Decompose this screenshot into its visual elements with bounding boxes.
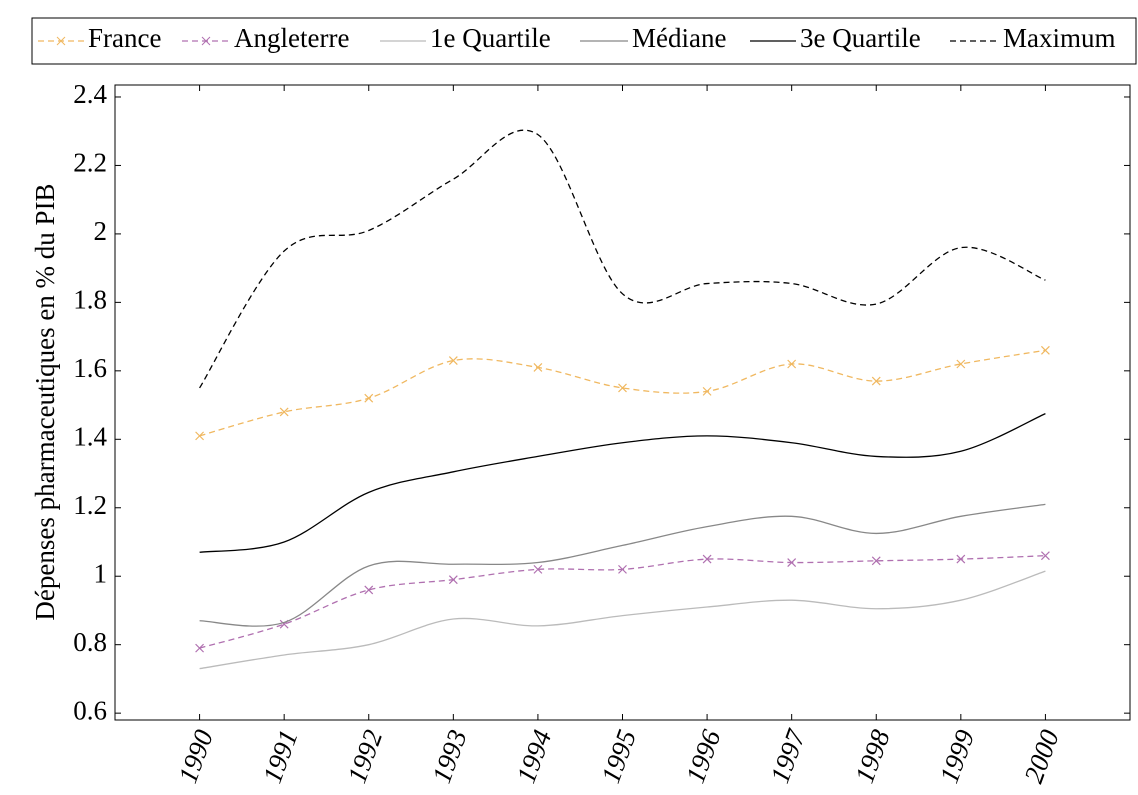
legend-label: Médiane [632, 23, 726, 53]
series-marker [618, 383, 627, 393]
x-tick-label: 2000 [1018, 725, 1065, 786]
y-tick-label: 2.2 [73, 148, 107, 178]
series-marker [618, 564, 627, 574]
series-marker [702, 554, 712, 564]
series-marker [787, 359, 797, 369]
x-tick-label: 1994 [511, 726, 558, 787]
series-line [199, 349, 1046, 437]
y-tick-label: 0.6 [73, 695, 107, 725]
y-tick-label: 1.8 [73, 285, 107, 315]
series-marker [956, 359, 966, 369]
legend-label: Angleterre [234, 23, 349, 53]
series-marker [364, 585, 374, 595]
legend-box [31, 17, 1137, 65]
legend-label: 1e Quartile [430, 23, 551, 53]
y-tick-label: 1.2 [73, 490, 107, 520]
series-marker [533, 564, 543, 574]
y-tick-label: 1.4 [73, 422, 107, 452]
x-tick-label: 1995 [595, 726, 642, 787]
x-tick-label: 1991 [257, 726, 304, 787]
series-marker [787, 558, 797, 567]
y-tick-label: 2 [94, 216, 108, 246]
legend-marker [201, 36, 211, 46]
legend-label: France [88, 23, 161, 53]
series-marker [364, 393, 374, 403]
series-line [199, 129, 1046, 389]
y-axis-label: Dépenses pharmaceutiques en % du PIB [30, 183, 60, 620]
x-tick-label: 1996 [680, 725, 727, 786]
series-marker [448, 575, 458, 585]
x-tick-label: 1992 [342, 726, 389, 787]
series-line [199, 570, 1046, 670]
series-marker [702, 386, 712, 396]
series-marker [279, 407, 289, 417]
plot-frame [114, 84, 1131, 721]
y-tick-label: 1.6 [73, 353, 107, 383]
y-tick-label: 1 [94, 558, 108, 588]
series-line [199, 413, 1046, 553]
series-line [199, 503, 1046, 627]
legend-label: 3e Quartile [800, 23, 921, 53]
series-marker [533, 362, 543, 372]
y-tick-label: 0.8 [73, 627, 107, 657]
legend-marker [56, 36, 66, 46]
series-marker [195, 431, 205, 441]
series-marker [871, 376, 881, 386]
series-marker [1040, 551, 1050, 561]
series-marker [1040, 345, 1050, 355]
x-tick-label: 1990 [172, 725, 219, 786]
series-marker [195, 643, 205, 653]
series-marker [956, 554, 966, 564]
x-tick-label: 1993 [426, 726, 473, 787]
x-tick-label: 1997 [764, 725, 811, 787]
x-tick-label: 1998 [849, 725, 896, 786]
series-marker [448, 356, 458, 365]
legend-label: Maximum [1003, 23, 1116, 53]
series-marker [871, 556, 881, 566]
x-tick-label: 1999 [934, 725, 981, 786]
y-tick-label: 2.4 [73, 79, 107, 109]
